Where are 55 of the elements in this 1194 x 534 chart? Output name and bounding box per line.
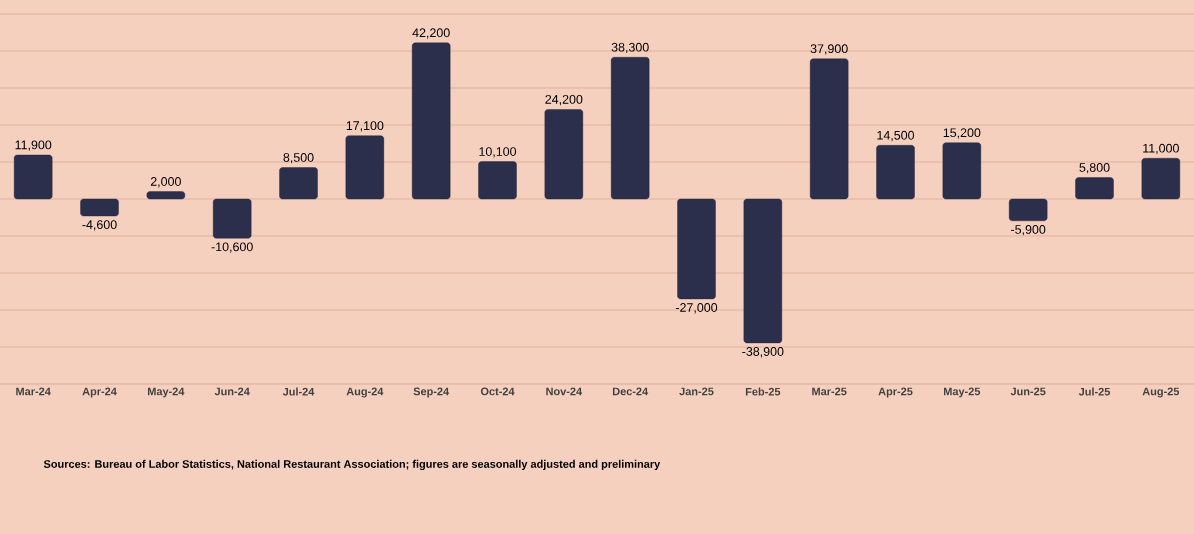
x-tick-label: Apr-25 xyxy=(878,387,913,398)
data-label: 15,200 xyxy=(943,128,981,139)
x-tick-label: Dec-24 xyxy=(612,387,649,396)
data-label: 37,900 xyxy=(810,44,848,55)
x-tick-label: Jun-25 xyxy=(1010,387,1046,396)
data-label: 42,200 xyxy=(412,28,450,39)
x-tick-label: Aug-24 xyxy=(346,387,384,398)
x-tick-label: Apr-24 xyxy=(82,387,117,398)
bar xyxy=(345,135,385,200)
data-label: -4,600 xyxy=(82,220,117,231)
x-tick-label: Feb-25 xyxy=(745,387,781,396)
data-label: -10,600 xyxy=(211,242,253,253)
x-tick-label: May-25 xyxy=(944,387,981,398)
bar xyxy=(876,145,915,200)
x-tick-label: Aug-25 xyxy=(1142,387,1180,398)
x-tick-label: Jun-24 xyxy=(214,387,250,396)
bar xyxy=(80,198,119,217)
x-tick-label: Nov-24 xyxy=(546,387,583,396)
source-note: Sources: Bureau of Labor Statistics, National Restaurant Association; figures are seasonally adjusted and preliminary xyxy=(43,459,661,471)
x-tick-label: Jan-25 xyxy=(679,387,714,396)
bar xyxy=(942,142,982,200)
bar xyxy=(809,58,849,200)
data-label: -27,000 xyxy=(675,303,718,314)
data-label: -5,900 xyxy=(1011,225,1046,236)
bar xyxy=(212,198,252,239)
x-tick-label: May-24 xyxy=(148,387,185,398)
data-label: 14,500 xyxy=(877,130,915,142)
data-label: -38,900 xyxy=(742,347,784,358)
bar xyxy=(411,42,451,200)
data-label: 17,100 xyxy=(346,121,384,132)
bar xyxy=(743,198,783,344)
bar xyxy=(1008,198,1048,222)
bar xyxy=(610,57,650,200)
bar xyxy=(1141,158,1181,200)
data-label: 2,000 xyxy=(150,177,181,188)
bar xyxy=(544,109,584,200)
x-tick-label: Mar-25 xyxy=(812,387,847,396)
x-tick-label: Sep-24 xyxy=(413,387,450,398)
x-tick-label: Jul-25 xyxy=(1078,387,1111,396)
data-label: 38,300 xyxy=(611,42,649,54)
data-label: 24,200 xyxy=(545,94,583,106)
bar xyxy=(1075,177,1114,200)
x-tick-label: Mar-24 xyxy=(16,387,51,396)
bar xyxy=(279,167,318,200)
bar xyxy=(146,191,186,200)
bar xyxy=(13,154,53,200)
data-label: 5,800 xyxy=(1079,163,1110,174)
data-label: 8,500 xyxy=(283,153,314,164)
data-label: 11,000 xyxy=(1143,143,1179,155)
x-tick-label: Oct-24 xyxy=(480,387,515,396)
bar xyxy=(478,161,517,200)
data-label: 10,100 xyxy=(479,147,517,158)
data-label: 11,900 xyxy=(15,140,52,151)
bar xyxy=(677,198,716,300)
x-tick-label: Jul-24 xyxy=(282,387,315,396)
